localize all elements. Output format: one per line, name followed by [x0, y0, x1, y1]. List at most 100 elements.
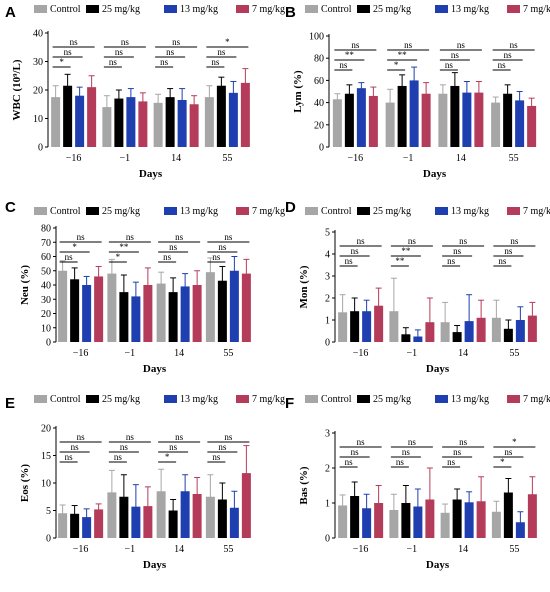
- x-axis-title: Days: [139, 168, 163, 180]
- y-tick-label: 50: [41, 266, 51, 277]
- bar: [438, 93, 448, 147]
- legend-swatch: [164, 395, 177, 403]
- y-axis-title: Lym (%): [292, 70, 304, 113]
- legend-label: 7 mg/kg: [252, 394, 285, 405]
- y-tick-label: 10: [33, 114, 43, 125]
- y-tick-label: 20: [33, 86, 43, 97]
- panel-letter: F: [285, 395, 294, 412]
- y-tick-label: 1: [325, 316, 330, 327]
- bar: [332, 99, 342, 147]
- legend-label: 13 mg/kg: [451, 206, 489, 217]
- significance-label: ns: [510, 236, 519, 246]
- bar: [119, 292, 129, 342]
- significance-label: ns: [396, 457, 405, 467]
- panel-e: E Control 25 mg/kg 13 mg/kg 7 mg/kg 0 5 10 15 20 E…: [5, 394, 285, 571]
- legend-label: 7 mg/kg: [523, 206, 550, 217]
- legend-label: Control: [50, 206, 81, 217]
- bar: [82, 285, 92, 342]
- legend-label: 13 mg/kg: [180, 206, 218, 217]
- x-tick-label: 55: [223, 348, 233, 359]
- significance-label: *: [59, 57, 64, 67]
- bar: [156, 283, 166, 342]
- significance-label: ns: [120, 442, 129, 452]
- significance-label: ns: [351, 447, 360, 457]
- significance-label: ns: [77, 432, 86, 442]
- significance-label: ns: [121, 37, 130, 47]
- significance-label: ns: [70, 37, 79, 47]
- significance-label: ns: [218, 242, 227, 252]
- significance-label: *: [512, 437, 517, 447]
- y-tick-label: 80: [314, 54, 324, 65]
- bar: [138, 101, 148, 147]
- y-tick-label: 0: [319, 143, 324, 154]
- y-axis-title: Neu (%): [19, 265, 31, 305]
- legend-swatch: [357, 395, 370, 403]
- bar: [397, 85, 407, 147]
- x-tick-label: −16: [73, 544, 89, 555]
- bar: [362, 311, 372, 342]
- bar: [102, 107, 112, 147]
- x-tick-label: −1: [407, 544, 418, 555]
- panel-f: F Control 25 mg/kg 13 mg/kg 7 mg/kg 0 1 2 3 Bas (…: [285, 394, 550, 571]
- significance-label: ns: [175, 232, 184, 242]
- bar: [421, 93, 431, 147]
- legend-swatch: [507, 207, 520, 215]
- x-axis-title: Days: [426, 363, 450, 375]
- significance-label: ns: [498, 256, 507, 266]
- y-tick-label: 3: [325, 429, 330, 440]
- y-axis-title: Bas (%): [298, 466, 310, 505]
- panel-letter: A: [5, 4, 16, 21]
- bar: [344, 93, 354, 147]
- y-tick-label: 30: [33, 57, 43, 68]
- significance-label: ns: [447, 256, 456, 266]
- significance-label: ns: [504, 447, 513, 457]
- x-tick-label: 14: [458, 348, 468, 359]
- significance-label: ns: [218, 442, 227, 452]
- y-tick-label: 2: [325, 294, 330, 305]
- bar: [82, 517, 92, 538]
- legend-swatch: [305, 395, 318, 403]
- y-tick-label: 4: [325, 250, 330, 261]
- legend-swatch: [236, 5, 249, 13]
- bar: [503, 93, 513, 147]
- y-axis-title: WBC (10⁹/L): [11, 59, 23, 120]
- x-tick-label: −16: [353, 348, 369, 359]
- bar: [350, 496, 360, 538]
- y-tick-label: 60: [41, 252, 51, 263]
- y-tick-label: 80: [41, 224, 51, 235]
- y-tick-label: 20: [314, 120, 324, 131]
- significance-label: ns: [77, 232, 86, 242]
- significance-label: ns: [459, 236, 468, 246]
- y-tick-label: 5: [46, 506, 51, 517]
- bar: [156, 491, 166, 538]
- significance-label: ns: [160, 57, 169, 67]
- bar: [153, 102, 163, 147]
- legend-label: Control: [321, 394, 352, 405]
- bar: [70, 513, 80, 538]
- legend-swatch: [236, 395, 249, 403]
- y-tick-label: 0: [46, 338, 51, 349]
- significance-label: ns: [510, 40, 519, 50]
- bar: [114, 98, 124, 147]
- legend-label: 13 mg/kg: [451, 394, 489, 405]
- x-tick-label: −1: [403, 153, 414, 164]
- x-axis-title: Days: [143, 559, 167, 571]
- y-tick-label: 0: [46, 534, 51, 545]
- legend-swatch: [86, 207, 99, 215]
- legend-swatch: [86, 5, 99, 13]
- bar: [474, 92, 484, 147]
- bar: [491, 102, 501, 147]
- bar: [356, 88, 366, 147]
- bar: [189, 104, 199, 147]
- significance-label: ns: [459, 437, 468, 447]
- bar: [374, 305, 384, 342]
- y-tick-label: 60: [314, 76, 324, 87]
- bar: [63, 85, 73, 147]
- bar: [94, 276, 104, 342]
- bar: [368, 95, 378, 147]
- x-tick-label: 14: [174, 544, 184, 555]
- bar: [350, 311, 360, 342]
- legend-swatch: [357, 5, 370, 13]
- significance-label: ns: [163, 252, 172, 262]
- legend-swatch: [435, 395, 448, 403]
